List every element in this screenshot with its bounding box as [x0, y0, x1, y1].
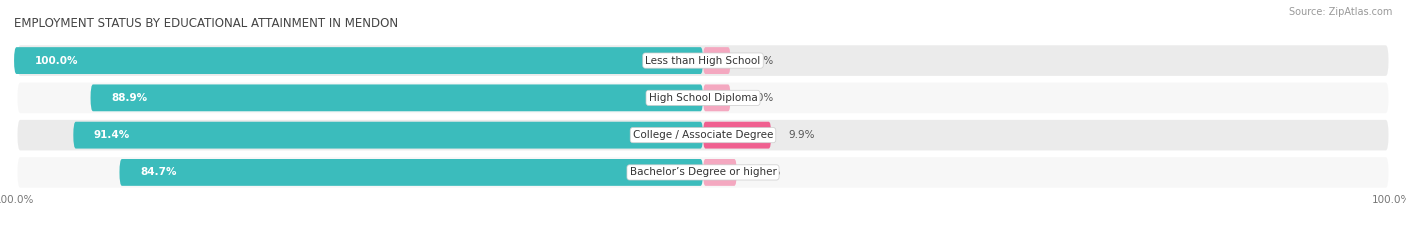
- Text: 88.9%: 88.9%: [111, 93, 148, 103]
- FancyBboxPatch shape: [14, 47, 703, 74]
- Text: EMPLOYMENT STATUS BY EDUCATIONAL ATTAINMENT IN MENDON: EMPLOYMENT STATUS BY EDUCATIONAL ATTAINM…: [14, 17, 398, 30]
- Text: High School Diploma: High School Diploma: [648, 93, 758, 103]
- FancyBboxPatch shape: [17, 120, 1389, 151]
- FancyBboxPatch shape: [120, 159, 703, 186]
- FancyBboxPatch shape: [17, 45, 1389, 76]
- Text: Source: ZipAtlas.com: Source: ZipAtlas.com: [1288, 7, 1392, 17]
- Text: 84.7%: 84.7%: [141, 168, 177, 177]
- Text: College / Associate Degree: College / Associate Degree: [633, 130, 773, 140]
- Legend: In Labor Force, Unemployed: In Labor Force, Unemployed: [612, 230, 794, 233]
- FancyBboxPatch shape: [703, 84, 731, 111]
- FancyBboxPatch shape: [17, 82, 1389, 113]
- FancyBboxPatch shape: [703, 122, 772, 149]
- FancyBboxPatch shape: [73, 122, 703, 149]
- Text: 91.4%: 91.4%: [94, 130, 131, 140]
- Text: 9.9%: 9.9%: [789, 130, 815, 140]
- FancyBboxPatch shape: [17, 157, 1389, 188]
- Text: Less than High School: Less than High School: [645, 56, 761, 65]
- FancyBboxPatch shape: [703, 47, 731, 74]
- FancyBboxPatch shape: [703, 159, 737, 186]
- Text: 100.0%: 100.0%: [35, 56, 79, 65]
- Text: 0.0%: 0.0%: [748, 56, 775, 65]
- FancyBboxPatch shape: [90, 84, 703, 111]
- Text: 4.9%: 4.9%: [754, 168, 780, 177]
- Text: Bachelor’s Degree or higher: Bachelor’s Degree or higher: [630, 168, 776, 177]
- Text: 0.0%: 0.0%: [748, 93, 775, 103]
